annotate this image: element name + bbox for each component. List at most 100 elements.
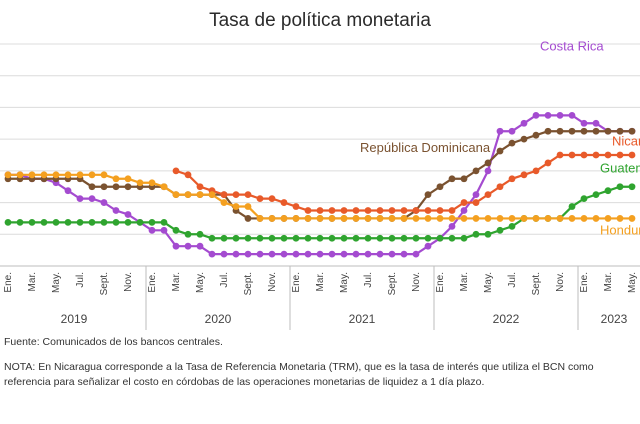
series-honduras <box>4 171 636 222</box>
data-point <box>412 215 420 222</box>
data-point <box>388 234 396 242</box>
x-tick-label: May. <box>195 272 206 293</box>
data-point <box>232 250 240 258</box>
data-point <box>220 250 228 258</box>
data-point <box>100 183 108 191</box>
data-point <box>184 171 192 179</box>
data-point <box>244 215 252 222</box>
year-label: 2022 <box>493 312 520 326</box>
data-point <box>64 218 72 226</box>
data-point <box>436 183 444 191</box>
data-point <box>364 207 372 214</box>
data-point <box>112 175 120 183</box>
data-point <box>328 215 336 222</box>
x-tick-label: Jul. <box>219 272 230 288</box>
data-point <box>472 167 480 175</box>
data-point <box>448 215 456 222</box>
x-tick-label: Sept. <box>243 272 254 295</box>
data-point <box>292 250 300 258</box>
data-point <box>544 159 552 167</box>
data-point <box>160 226 168 234</box>
data-point <box>424 242 432 250</box>
data-point <box>568 127 576 135</box>
data-point <box>220 199 228 206</box>
data-point <box>496 147 504 155</box>
data-point <box>388 215 396 222</box>
data-point <box>244 203 252 210</box>
data-point <box>316 234 324 242</box>
data-point <box>196 242 204 250</box>
x-tick-label: Nov. <box>555 272 566 292</box>
data-point <box>628 151 636 159</box>
data-point <box>484 215 492 222</box>
data-point <box>208 234 216 242</box>
data-point <box>580 151 588 159</box>
data-point <box>520 215 528 222</box>
data-point <box>124 183 132 191</box>
x-tick-label: May. <box>339 272 350 293</box>
data-point <box>232 191 240 199</box>
x-tick-label: Ene. <box>435 272 446 293</box>
x-tick-label: Jul. <box>507 272 518 288</box>
series-label: Nicaragua <box>612 133 640 148</box>
data-point <box>244 250 252 258</box>
data-point <box>352 234 360 242</box>
x-tick-label: Sept. <box>99 272 110 295</box>
data-point <box>496 183 504 191</box>
data-point <box>388 250 396 258</box>
data-point <box>196 183 204 191</box>
data-point <box>616 127 624 135</box>
data-point <box>88 171 96 179</box>
data-point <box>196 230 204 238</box>
data-point <box>196 191 204 199</box>
data-point <box>340 250 348 258</box>
series-label: República Dominicana <box>360 140 491 155</box>
data-point <box>208 191 216 199</box>
series-nicaragua <box>172 151 636 214</box>
data-point <box>280 215 288 222</box>
data-point <box>256 250 264 258</box>
data-point <box>292 234 300 242</box>
data-point <box>292 203 300 210</box>
data-point <box>352 215 360 222</box>
data-point <box>424 234 432 242</box>
data-point <box>124 175 132 183</box>
data-point <box>412 234 420 242</box>
year-label: 2023 <box>601 312 628 326</box>
data-point <box>592 127 600 135</box>
data-point <box>484 230 492 238</box>
data-point <box>364 234 372 242</box>
data-point <box>316 215 324 222</box>
data-point <box>628 127 636 135</box>
data-point <box>16 218 24 226</box>
data-point <box>460 234 468 242</box>
data-point <box>268 234 276 242</box>
data-point <box>436 207 444 214</box>
data-point <box>436 234 444 242</box>
data-point <box>256 215 264 222</box>
data-point <box>604 187 612 195</box>
data-point <box>448 234 456 242</box>
data-point <box>376 250 384 258</box>
data-point <box>352 207 360 214</box>
data-point <box>472 191 480 199</box>
data-point <box>568 203 576 210</box>
data-point <box>88 183 96 191</box>
data-point <box>124 211 132 218</box>
data-point <box>316 250 324 258</box>
data-point <box>232 234 240 242</box>
data-point <box>580 127 588 135</box>
data-point <box>292 215 300 222</box>
data-point <box>508 215 516 222</box>
data-point <box>484 159 492 167</box>
data-point <box>412 250 420 258</box>
data-point <box>544 111 552 119</box>
data-point <box>304 234 312 242</box>
data-point <box>160 183 168 191</box>
data-point <box>568 111 576 119</box>
data-point <box>172 167 180 175</box>
data-point <box>148 179 156 187</box>
data-point <box>496 215 504 222</box>
data-point <box>88 218 96 226</box>
data-point <box>448 207 456 214</box>
